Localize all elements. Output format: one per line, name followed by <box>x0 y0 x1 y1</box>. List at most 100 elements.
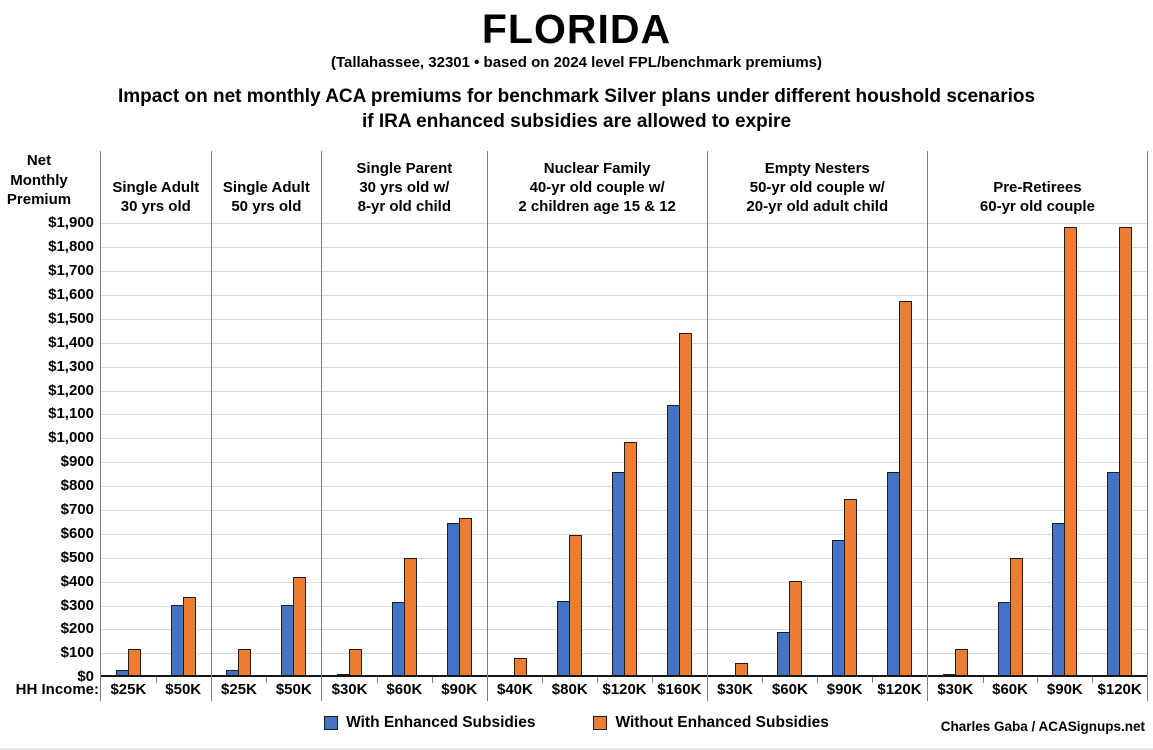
bar-pair <box>377 223 432 676</box>
bar-without-enhanced-subsidies <box>789 581 803 676</box>
gridline <box>101 438 1148 440</box>
chart-group: Pre-Retirees 60-yr old couple $30K $60K $90… <box>927 151 1148 702</box>
y-tick-label: $1,800 <box>48 238 94 256</box>
y-axis-title: Net Monthly Premium <box>6 152 72 209</box>
y-tick-label: $1,000 <box>48 429 94 447</box>
gridline <box>101 271 1148 273</box>
bar-pair <box>101 223 156 676</box>
category-label: $60K <box>762 677 819 701</box>
legend-swatch-orange <box>593 716 608 730</box>
bar-without-enhanced-subsidies <box>182 597 196 676</box>
y-tick-label: $0 <box>77 668 94 686</box>
legend-swatch-blue <box>324 716 339 730</box>
group-plot <box>322 223 487 678</box>
y-tick-label: $100 <box>60 644 94 662</box>
bar-pair <box>762 223 817 676</box>
group-header: Single Adult 30 yrs old <box>112 178 200 216</box>
page-title: FLORIDA <box>481 6 672 52</box>
y-tick-label: $600 <box>60 524 94 542</box>
chart-group: Single Adult 50 yrs old $25K $50K <box>211 151 323 702</box>
group-header: Empty Nesters 50-yr old couple w/ 20-yr … <box>746 159 889 216</box>
group-plot <box>101 223 211 678</box>
bar-pair <box>488 223 543 676</box>
group-category-labels: $30K $60K $90K $120K <box>708 677 927 701</box>
category-label: $25K <box>212 677 268 701</box>
bar-without-enhanced-subsidies <box>1064 227 1078 676</box>
group-header: Single Adult 50 yrs old <box>222 178 310 216</box>
group-plot <box>487 223 707 678</box>
chart-group: Empty Nesters 50-yr old couple w/ 20-yr … <box>707 151 928 702</box>
bar-pair <box>872 223 927 676</box>
category-label: $80K <box>542 677 598 701</box>
group-category-labels: $25K $50K <box>101 677 211 701</box>
legend: With Enhanced Subsidies Without Enhanced… <box>0 714 1153 732</box>
bar-without-enhanced-subsidies <box>898 301 912 676</box>
y-tick-label: $1,100 <box>48 405 94 423</box>
y-tick-label: $1,700 <box>48 262 94 280</box>
bar-pair <box>1037 223 1092 676</box>
category-label: $120K <box>597 677 653 701</box>
legend-item-with-enhanced: With Enhanced Subsidies <box>324 714 535 732</box>
category-label: $40K <box>488 677 544 701</box>
gridline <box>101 366 1148 368</box>
category-label: $30K <box>322 677 378 701</box>
chart-group: Single Adult 30 yrs old $25K $50K <box>101 151 212 702</box>
category-label: $30K <box>708 677 764 701</box>
bar-without-enhanced-subsidies <box>569 535 583 676</box>
bar-without-enhanced-subsidies <box>458 518 472 676</box>
gridline <box>101 223 1148 225</box>
gridline <box>101 342 1148 344</box>
y-tick-label: $1,200 <box>48 381 94 399</box>
group-plot <box>211 223 322 678</box>
y-tick-label: $700 <box>60 501 94 518</box>
bar-pair <box>652 223 707 676</box>
y-tick-label: $1,900 <box>48 214 94 232</box>
category-label: $90K <box>441 681 478 699</box>
y-tick-label: $1,300 <box>48 357 94 375</box>
group-category-labels: $30K $60K $90K <box>322 677 486 701</box>
y-tick-label: $900 <box>60 453 94 471</box>
gridline <box>101 247 1148 249</box>
y-tick-label: $400 <box>60 572 94 590</box>
group-category-labels: $25K $50K <box>212 677 322 701</box>
category-label: $30K <box>928 677 984 701</box>
bar-chart: Net Monthly Premium $0 $100 $200 $300 $400 $5… <box>0 151 1153 702</box>
group-header: Nuclear Family 40-yr old couple w/ 2 chi… <box>518 159 676 216</box>
category-label: $50K <box>165 681 202 699</box>
group-header: Single Parent 30 yrs old w/ 8-yr old chi… <box>356 159 453 216</box>
bar-without-enhanced-subsidies <box>844 499 858 676</box>
bar-pair <box>266 223 321 676</box>
bar-without-enhanced-subsidies <box>403 558 417 676</box>
category-label: $50K <box>275 681 312 699</box>
bar-pair <box>1092 223 1147 676</box>
bar-without-enhanced-subsidies <box>624 442 638 676</box>
y-axis: Net Monthly Premium $0 $100 $200 $300 $400 $5… <box>0 151 100 701</box>
bar-pair <box>542 223 597 676</box>
category-label: $160K <box>657 681 702 699</box>
chart-heading-line1: Impact on net monthly ACA premiums for b… <box>117 86 1036 108</box>
group-plot <box>707 223 927 678</box>
category-label: $120K <box>1097 681 1142 699</box>
group-category-labels: $30K $60K $90K $120K <box>928 677 1147 701</box>
gridline <box>101 318 1148 320</box>
bar-pair <box>597 223 652 676</box>
chart-group: Single Parent 30 yrs old w/ 8-yr old chi… <box>322 151 488 702</box>
y-tick-label: $800 <box>60 477 94 495</box>
credit-line: Charles Gaba / ACASignups.net <box>940 719 1145 734</box>
y-tick-label: $1,500 <box>48 309 94 327</box>
y-tick-label: $200 <box>60 620 94 638</box>
bar-pair <box>432 223 487 676</box>
chart-heading: Impact on net monthly ACA premiums for b… <box>0 84 1153 134</box>
bar-pair <box>708 223 763 676</box>
y-tick-label: $1,400 <box>48 333 94 351</box>
chart-groups: Single Adult 30 yrs old $25K $50K Single Ad… <box>101 151 1148 702</box>
bar-without-enhanced-subsidies <box>293 577 307 676</box>
legend-label: Without Enhanced Subsidies <box>615 714 829 731</box>
category-label: $25K <box>101 677 157 701</box>
category-label: $90K <box>1037 677 1094 701</box>
bar-without-enhanced-subsidies <box>349 649 363 676</box>
group-header: Pre-Retirees 60-yr old couple <box>979 178 1095 216</box>
y-tick-label: $300 <box>60 596 94 614</box>
bar-pair <box>983 223 1038 676</box>
